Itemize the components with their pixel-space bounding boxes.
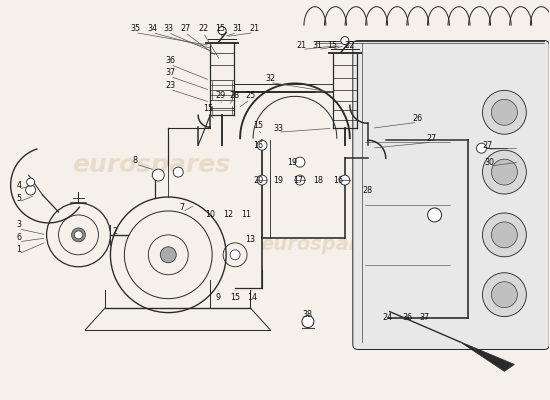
Circle shape: [492, 222, 518, 248]
Circle shape: [427, 208, 442, 222]
Circle shape: [476, 143, 486, 153]
Circle shape: [173, 167, 183, 177]
Text: 23: 23: [165, 81, 175, 90]
Circle shape: [492, 99, 518, 125]
Text: 16: 16: [253, 141, 263, 150]
Text: 36: 36: [165, 56, 175, 65]
Text: 16: 16: [333, 176, 343, 184]
Text: 27: 27: [180, 24, 190, 33]
Text: 36: 36: [403, 313, 412, 322]
Text: 6: 6: [16, 233, 21, 242]
Text: 27: 27: [482, 141, 493, 150]
Circle shape: [152, 169, 164, 181]
Text: 14: 14: [247, 293, 257, 302]
Text: 15: 15: [203, 104, 213, 113]
Circle shape: [295, 157, 305, 167]
Circle shape: [160, 247, 176, 263]
Text: 20: 20: [253, 176, 263, 184]
Circle shape: [341, 36, 349, 44]
Text: 21: 21: [297, 41, 307, 50]
Text: 17: 17: [293, 176, 303, 184]
Text: 8: 8: [133, 156, 138, 165]
Text: 24: 24: [383, 313, 393, 322]
Text: 15: 15: [253, 121, 263, 130]
Text: 13: 13: [245, 235, 255, 244]
Text: 35: 35: [130, 24, 140, 33]
Text: 5: 5: [16, 194, 21, 202]
Text: 12: 12: [223, 210, 233, 220]
Text: 22: 22: [198, 24, 208, 33]
Text: 21: 21: [249, 24, 259, 33]
Text: 15: 15: [327, 41, 337, 50]
Polygon shape: [460, 342, 514, 372]
Circle shape: [302, 316, 314, 328]
Circle shape: [492, 282, 518, 308]
Text: eurospares: eurospares: [260, 235, 383, 254]
Circle shape: [74, 231, 82, 239]
Text: 29: 29: [215, 91, 226, 100]
FancyBboxPatch shape: [353, 40, 549, 350]
Text: 1: 1: [16, 245, 21, 254]
Circle shape: [218, 27, 226, 34]
Text: 11: 11: [241, 210, 251, 220]
Circle shape: [257, 140, 267, 150]
Circle shape: [295, 175, 305, 185]
Text: 32: 32: [265, 74, 275, 83]
Text: 7: 7: [180, 204, 185, 212]
Text: 15: 15: [215, 24, 225, 33]
Circle shape: [26, 178, 35, 186]
Text: 3: 3: [16, 220, 21, 230]
Text: 25: 25: [245, 91, 255, 100]
Text: 37: 37: [165, 68, 175, 77]
Circle shape: [482, 213, 526, 257]
Text: 2: 2: [113, 227, 118, 236]
Circle shape: [482, 90, 526, 134]
Text: 31: 31: [313, 41, 323, 50]
Text: 33: 33: [273, 124, 283, 133]
Circle shape: [257, 175, 267, 185]
Text: 31: 31: [232, 24, 242, 33]
Circle shape: [482, 273, 526, 316]
Text: 30: 30: [485, 158, 494, 167]
Text: 19: 19: [273, 176, 283, 184]
Text: 10: 10: [205, 210, 215, 220]
Text: 19: 19: [287, 158, 297, 167]
Circle shape: [26, 185, 36, 195]
Text: 34: 34: [147, 24, 157, 33]
Text: 15: 15: [230, 293, 240, 302]
Text: 26: 26: [412, 114, 423, 123]
Text: 27: 27: [426, 134, 437, 143]
Text: 28: 28: [229, 91, 239, 100]
Circle shape: [492, 159, 518, 185]
Circle shape: [72, 228, 85, 242]
Text: 18: 18: [313, 176, 323, 184]
Circle shape: [340, 175, 350, 185]
Text: 37: 37: [420, 313, 430, 322]
Text: 9: 9: [216, 293, 221, 302]
Text: eurospares: eurospares: [73, 153, 230, 177]
Text: 22: 22: [345, 41, 355, 50]
Circle shape: [482, 150, 526, 194]
Text: 33: 33: [163, 24, 173, 33]
Circle shape: [230, 250, 240, 260]
Text: 38: 38: [303, 310, 313, 319]
Text: 28: 28: [362, 186, 373, 194]
Text: 4: 4: [16, 180, 21, 190]
